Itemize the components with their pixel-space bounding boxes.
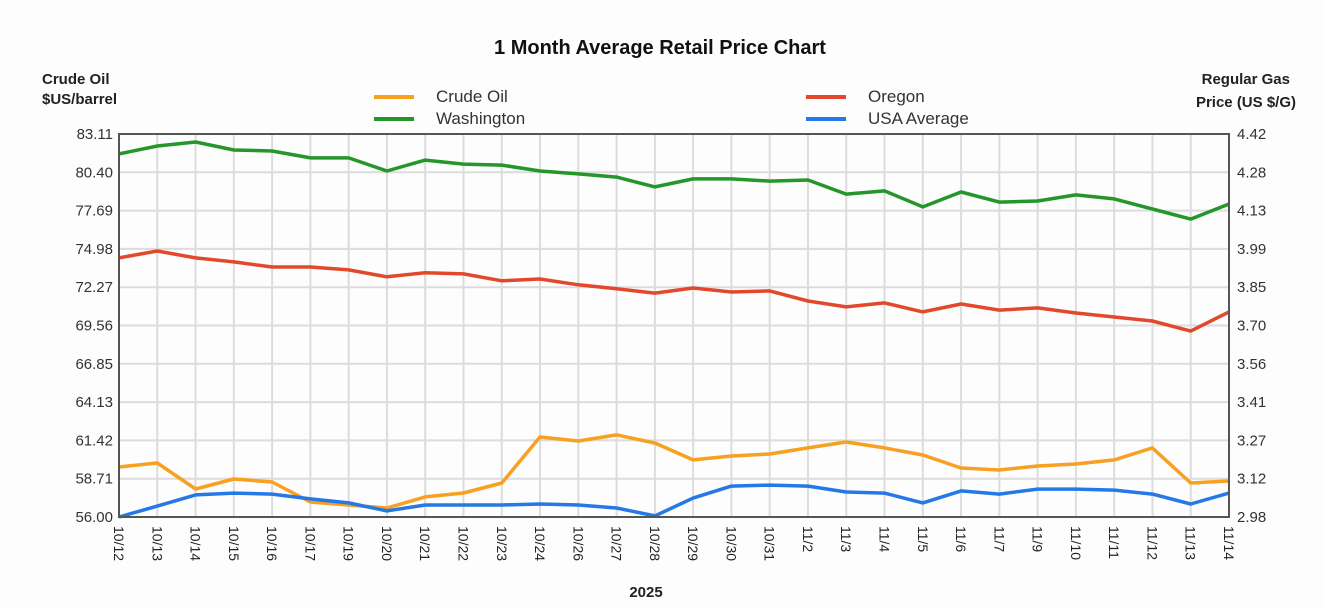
left-tick-label: 61.42 — [75, 432, 113, 449]
legend-label-oregon: Oregon — [868, 87, 925, 106]
chart-title: 1 Month Average Retail Price Chart — [494, 37, 826, 59]
right-tick-label: 3.27 — [1237, 432, 1266, 449]
x-tick-label: 10/28 — [647, 526, 663, 561]
series-line-washington — [119, 142, 1229, 219]
x-tick-label: 11/7 — [991, 526, 1007, 552]
right-tick-label: 3.85 — [1237, 279, 1266, 296]
x-tick-label: 11/2 — [800, 526, 816, 552]
x-tick-label: 11/5 — [915, 526, 931, 552]
left-tick-label: 64.13 — [75, 394, 113, 411]
left-tick-label: 74.98 — [75, 241, 113, 258]
right-tick-label: 4.42 — [1237, 126, 1266, 143]
left-tick-label: 83.11 — [77, 126, 113, 143]
x-tick-label: 10/24 — [532, 526, 548, 561]
left-tick-label: 66.85 — [75, 356, 113, 373]
x-tick-label: 11/3 — [838, 526, 854, 552]
x-tick-label: 10/12 — [111, 526, 127, 561]
x-axis-title: 2025 — [629, 584, 662, 601]
right-tick-label: 3.12 — [1237, 471, 1266, 488]
x-axis-ticks: 10/12 10/13 10/14 10/15 10/16 10/17 10/19 10/20… — [111, 526, 1237, 561]
left-tick-label: 77.69 — [75, 203, 113, 220]
x-tick-label: 10/16 — [264, 526, 280, 561]
x-tick-label: 11/6 — [953, 526, 969, 552]
x-tick-label: 11/10 — [1068, 526, 1084, 560]
x-tick-label: 10/22 — [455, 526, 471, 561]
legend: Crude Oil Washington Oregon USA Average — [374, 87, 969, 128]
left-axis-title-line1: Crude Oil — [42, 71, 110, 88]
right-axis-title-line1: Regular Gas — [1202, 71, 1290, 88]
left-tick-label: 72.27 — [75, 279, 113, 296]
x-tick-label: 10/23 — [494, 526, 510, 561]
legend-label-washington: Washington — [436, 109, 525, 128]
x-tick-label: 10/15 — [226, 526, 242, 561]
x-tick-label: 10/14 — [188, 526, 204, 561]
x-tick-label: 10/29 — [685, 526, 701, 561]
x-tick-label: 11/4 — [877, 526, 893, 552]
right-tick-label: 3.41 — [1237, 394, 1266, 411]
series-lines — [119, 142, 1229, 517]
right-axis-ticks: 4.42 4.28 4.13 3.99 3.85 3.70 3.56 3.41 3.27 3.12… — [1237, 126, 1266, 526]
right-tick-label: 3.99 — [1237, 241, 1266, 258]
x-tick-label: 10/26 — [570, 526, 586, 561]
x-tick-label: 11/12 — [1144, 526, 1160, 560]
legend-label-crude-oil: Crude Oil — [436, 87, 508, 106]
right-tick-label: 2.98 — [1237, 509, 1266, 526]
legend-label-usa-average: USA Average — [868, 109, 969, 128]
x-tick-label: 10/31 — [762, 526, 778, 561]
x-tick-label: 10/30 — [723, 526, 739, 561]
left-tick-label: 56.00 — [75, 509, 113, 526]
x-tick-label: 10/20 — [379, 526, 395, 561]
x-tick-label: 10/19 — [341, 526, 357, 561]
x-tick-label: 10/27 — [609, 526, 625, 561]
x-tick-label: 10/21 — [417, 526, 433, 561]
left-axis-ticks: 83.11 80.40 77.69 74.98 72.27 69.56 66.85 64.13… — [75, 126, 113, 526]
right-tick-label: 3.56 — [1237, 356, 1266, 373]
right-axis-title-line2: Price (US $/G) — [1196, 94, 1296, 111]
right-tick-label: 3.70 — [1237, 318, 1266, 335]
left-axis-title-line2: $US/barrel — [42, 91, 117, 108]
x-tick-label: 10/13 — [149, 526, 165, 561]
left-tick-label: 80.40 — [75, 164, 113, 181]
series-line-oregon — [119, 251, 1229, 331]
left-tick-label: 69.56 — [75, 318, 113, 335]
left-tick-label: 58.71 — [75, 471, 113, 488]
right-tick-label: 4.13 — [1237, 203, 1266, 220]
x-tick-label: 11/11 — [1106, 526, 1122, 559]
x-tick-label: 11/13 — [1183, 526, 1199, 560]
x-tick-label: 11/9 — [1030, 526, 1046, 552]
right-tick-label: 4.28 — [1237, 164, 1266, 181]
x-tick-label: 10/17 — [302, 526, 318, 561]
x-tick-label: 11/14 — [1221, 526, 1237, 560]
grid — [119, 134, 1229, 517]
